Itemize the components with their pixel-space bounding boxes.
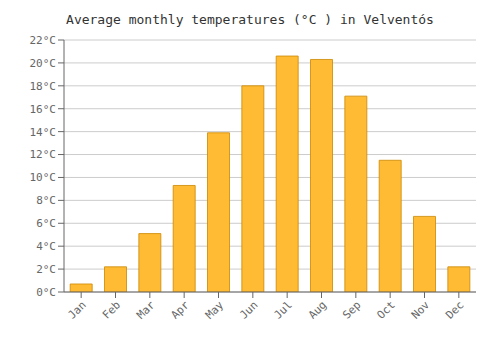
svg-text:Mar: Mar [134, 298, 158, 322]
svg-text:20°C: 20°C [30, 57, 57, 70]
svg-text:22°C: 22°C [30, 34, 57, 47]
html-text:Average monthly temperatures (: Average monthly temperatures (°C ) in Ve… [66, 12, 434, 27]
svg-text:18°C: 18°C [30, 80, 57, 93]
svg-text:Sep: Sep [340, 298, 363, 321]
svg-text:Jun: Jun [237, 298, 260, 321]
svg-text:Dec: Dec [443, 298, 466, 321]
svg-text:Jul: Jul [272, 298, 295, 321]
svg-text:8°C: 8°C [36, 194, 56, 207]
svg-text:6°C: 6°C [36, 217, 56, 230]
svg-text:0°C: 0°C [36, 286, 56, 299]
svg-text:2°C: 2°C [36, 263, 56, 276]
svg-text:Jan: Jan [66, 298, 89, 321]
svg-text:Oct: Oct [375, 298, 398, 321]
svg-text:May: May [203, 298, 227, 322]
svg-text:Aug: Aug [306, 298, 329, 321]
svg-text:Nov: Nov [409, 298, 433, 322]
svg-text:14°C: 14°C [30, 126, 57, 139]
svg-text:10°C: 10°C [30, 171, 57, 184]
svg-text:4°C: 4°C [36, 240, 56, 253]
svg-text:12°C: 12°C [30, 148, 57, 161]
svg-text:Apr: Apr [169, 298, 193, 322]
svg-text:16°C: 16°C [30, 103, 57, 116]
svg-text:Feb: Feb [100, 298, 123, 321]
